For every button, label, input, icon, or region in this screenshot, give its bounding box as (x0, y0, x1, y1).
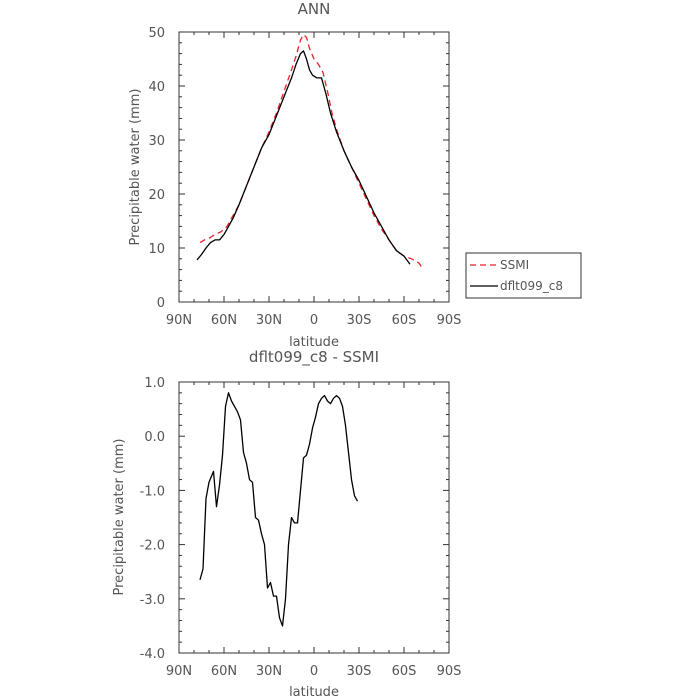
y-tick-label: 30 (148, 134, 165, 149)
x-tick-label: 90N (166, 664, 192, 679)
legend: SSMI dflt099_c8 (465, 252, 582, 299)
x-axis-label: latitude (289, 685, 339, 700)
legend-box (465, 252, 582, 299)
y-tick-label: -1.0 (140, 484, 165, 499)
y-tick-label: -2.0 (140, 539, 165, 554)
y-tick-label: 0 (157, 296, 165, 311)
series-lines (199, 392, 359, 627)
y-tick-label: -3.0 (140, 593, 165, 608)
legend-label-dflt099-c8: dflt099_c8 (500, 279, 563, 293)
x-tick-label: 90S (437, 313, 462, 328)
x-tick-label: 0 (310, 664, 318, 679)
x-tick-label: 30S (347, 313, 372, 328)
y-tick-label: 20 (148, 188, 165, 203)
x-tick-label: 60N (211, 664, 237, 679)
x-tick-label: 90S (437, 664, 462, 679)
y-tick-label: 50 (148, 26, 165, 41)
x-tick-label: 30N (256, 664, 282, 679)
legend-label-ssmi: SSMI (500, 258, 529, 272)
series-line-dflt099-c8 (196, 50, 411, 265)
x-tick-label: 0 (310, 313, 318, 328)
x-tick-label: 90N (166, 313, 192, 328)
series-lines (196, 34, 425, 270)
x-tick-label: 60N (211, 313, 237, 328)
series-line-difference (199, 392, 359, 627)
y-tick-label: 40 (148, 80, 165, 95)
panel-title: ANN (298, 0, 331, 18)
y-tick-label: 10 (148, 242, 165, 257)
y-tick-label: -4.0 (140, 647, 165, 662)
axis-ticks: 90N 60N 30N 0 30S 60S 90S 0 10 20 30 40 50 (148, 26, 461, 328)
series-line-ssmi (199, 34, 425, 270)
panel-difference: dflt099_c8 - SSMI 90N 60N 30N 0 30S 60S 90S -4.… (112, 348, 461, 700)
x-tick-label: 60S (392, 664, 417, 679)
x-tick-label: 60S (392, 313, 417, 328)
x-axis-label: latitude (289, 335, 339, 350)
panel-ann: ANN 90N 60N 30N 0 30S 60S 90S 0 10 20 30 40 50 latit… (128, 0, 582, 350)
y-tick-label: 1.0 (144, 376, 165, 391)
x-tick-label: 30N (256, 313, 282, 328)
y-axis-label: Precipitable water (mm) (112, 439, 127, 596)
y-axis-label: Precipitable water (mm) (128, 89, 143, 246)
panel-title: dflt099_c8 - SSMI (249, 348, 379, 367)
x-tick-label: 30S (347, 664, 372, 679)
y-tick-label: 0.0 (144, 430, 165, 445)
axis-ticks: 90N 60N 30N 0 30S 60S 90S -4.0 -3.0 -2.0 -1.0 0.0 1.… (140, 376, 462, 679)
